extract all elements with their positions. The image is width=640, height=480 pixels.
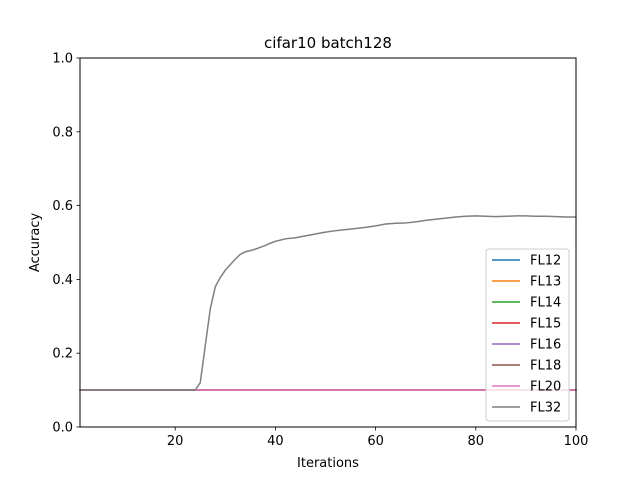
chart-title: cifar10 batch128: [264, 34, 392, 52]
x-tick-label: 100: [564, 434, 589, 449]
legend-label-fl32: FL32: [530, 401, 561, 416]
x-tick-label: 80: [468, 434, 485, 449]
legend-label-fl16: FL16: [530, 338, 561, 353]
y-tick-label: 1.0: [52, 52, 73, 67]
y-tick-label: 0.6: [52, 199, 73, 214]
x-axis-label: Iterations: [297, 456, 359, 471]
series-line-fl32: [79, 215, 577, 391]
y-tick-label: 0.2: [52, 347, 73, 362]
legend-label-fl12: FL12: [530, 254, 561, 269]
x-tick-label: 20: [167, 434, 184, 449]
legend-label-fl14: FL14: [530, 296, 561, 311]
y-axis-label: Accuracy: [28, 213, 43, 273]
legend: FL12 FL13 FL14 FL15 FL16 FL18 FL20 FL32: [485, 248, 570, 422]
legend-label-fl18: FL18: [530, 359, 561, 374]
legend-label-fl15: FL15: [530, 317, 561, 332]
x-tick-label: 40: [267, 434, 284, 449]
y-tick-label: 0.0: [52, 421, 73, 436]
legend-label-fl13: FL13: [530, 275, 561, 290]
y-tick-label: 0.8: [52, 125, 73, 140]
ticks-layer: 20 40 60 80 100 0.0 0.2 0.4 0.6 0.8 1.0: [52, 52, 588, 450]
legend-label-fl20: FL20: [530, 380, 561, 395]
plot-frame: [79, 57, 577, 428]
x-tick-label: 60: [367, 434, 384, 449]
y-tick-label: 0.4: [52, 273, 73, 288]
legend-box: [485, 248, 570, 422]
series-layer: [79, 215, 577, 391]
